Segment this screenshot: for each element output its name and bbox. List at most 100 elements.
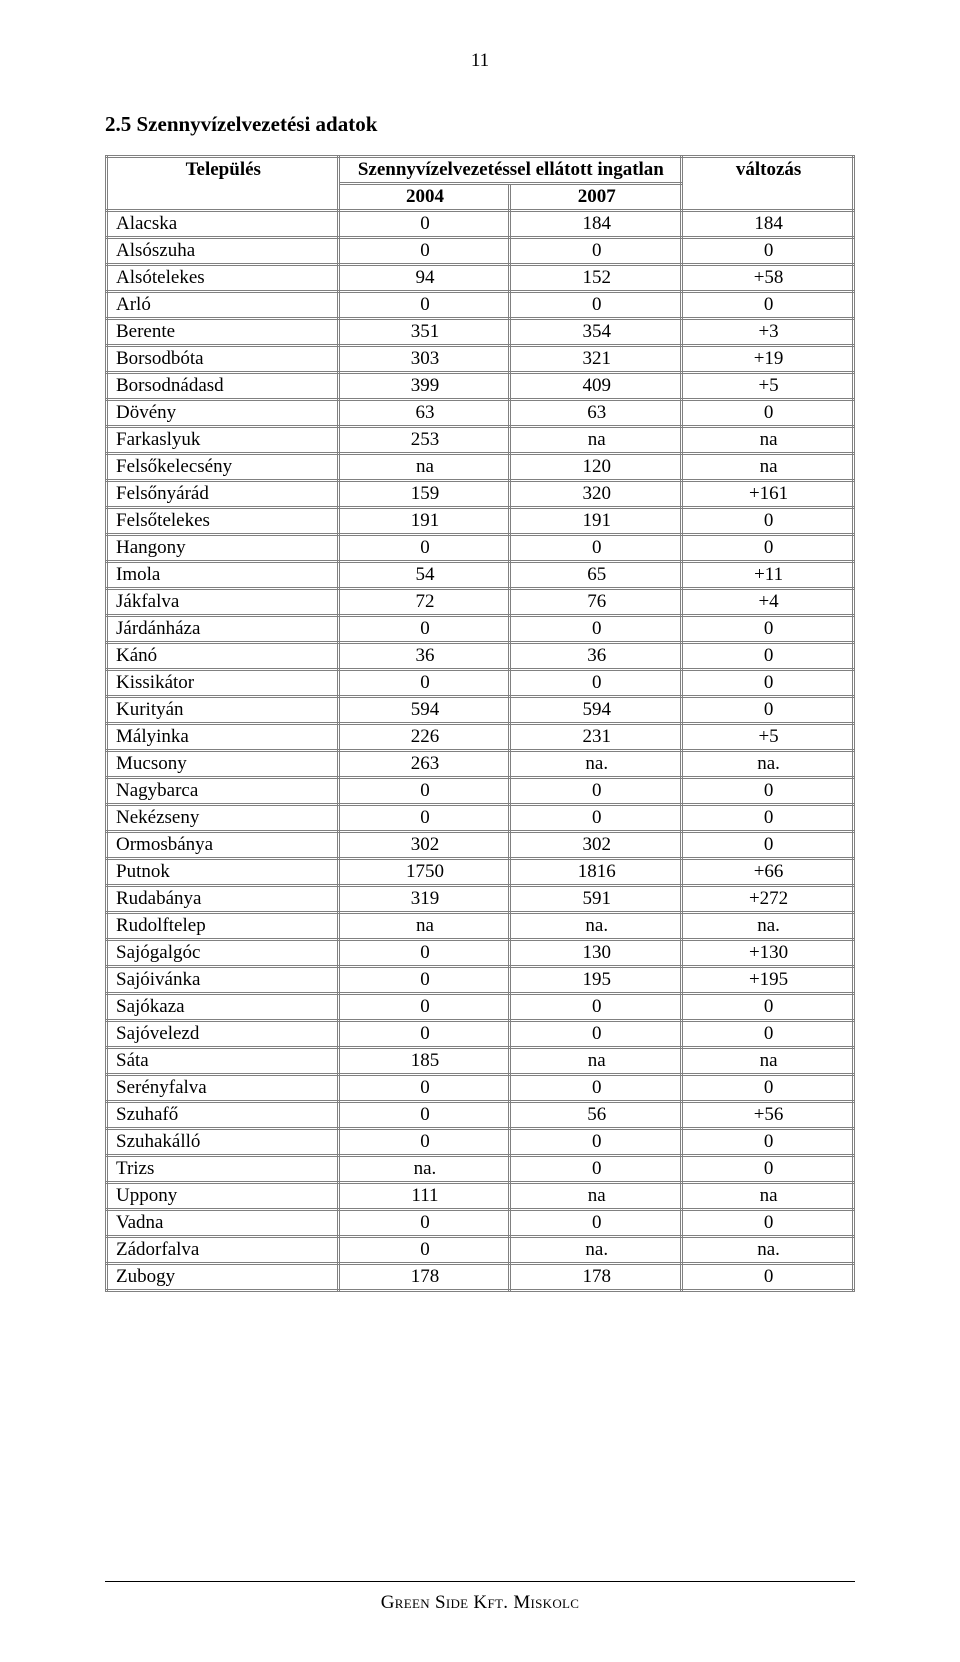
cell-c1: 72 <box>338 589 510 616</box>
cell-c1: 0 <box>338 211 510 238</box>
table-row: Rudabánya319591+272 <box>107 886 854 913</box>
cell-c2: 0 <box>510 1021 682 1048</box>
cell-c1: 0 <box>338 535 510 562</box>
cell-name: Felsőtelekes <box>107 508 339 535</box>
cell-c2: 191 <box>510 508 682 535</box>
cell-name: Sajókaza <box>107 994 339 1021</box>
cell-c1: 399 <box>338 373 510 400</box>
cell-c1: 0 <box>338 1210 510 1237</box>
section-title: 2.5 Szennyvízelvezetési adatok <box>105 112 855 137</box>
cell-c1: 185 <box>338 1048 510 1075</box>
cell-c3: +272 <box>682 886 854 913</box>
cell-name: Berente <box>107 319 339 346</box>
cell-c1: 351 <box>338 319 510 346</box>
cell-name: Sajógalgóc <box>107 940 339 967</box>
cell-c3: 0 <box>682 994 854 1021</box>
cell-name: Kánó <box>107 643 339 670</box>
cell-c3: 0 <box>682 778 854 805</box>
cell-c1: na. <box>338 1156 510 1183</box>
cell-c2: 1816 <box>510 859 682 886</box>
footer-text: Green Side Kft. Miskolc <box>0 1592 960 1614</box>
cell-c1: 0 <box>338 994 510 1021</box>
cell-c2: 178 <box>510 1264 682 1291</box>
cell-c2: 65 <box>510 562 682 589</box>
cell-c3: +11 <box>682 562 854 589</box>
table-row: Sajókaza000 <box>107 994 854 1021</box>
cell-name: Vadna <box>107 1210 339 1237</box>
cell-c3: +56 <box>682 1102 854 1129</box>
cell-c3: na <box>682 454 854 481</box>
cell-c1: 226 <box>338 724 510 751</box>
cell-c3: +4 <box>682 589 854 616</box>
cell-name: Serényfalva <box>107 1075 339 1102</box>
cell-c3: 184 <box>682 211 854 238</box>
cell-name: Felsőnyárád <box>107 481 339 508</box>
table-row: Putnok17501816+66 <box>107 859 854 886</box>
cell-c3: 0 <box>682 508 854 535</box>
cell-name: Imola <box>107 562 339 589</box>
cell-c2: 152 <box>510 265 682 292</box>
cell-name: Uppony <box>107 1183 339 1210</box>
cell-c3: 0 <box>682 616 854 643</box>
cell-c2: na. <box>510 1237 682 1264</box>
cell-name: Sajóvelezd <box>107 1021 339 1048</box>
table-row: Borsodbóta303321+19 <box>107 346 854 373</box>
cell-name: Alsótelekes <box>107 265 339 292</box>
cell-c3: 0 <box>682 643 854 670</box>
cell-c1: 253 <box>338 427 510 454</box>
cell-c1: 0 <box>338 1129 510 1156</box>
cell-name: Mályinka <box>107 724 339 751</box>
cell-c3: +58 <box>682 265 854 292</box>
cell-name: Alacska <box>107 211 339 238</box>
table-body: Alacska0184184Alsószuha000Alsótelekes941… <box>107 211 854 1291</box>
table-row: Szuhakálló000 <box>107 1129 854 1156</box>
table-row: Vadna000 <box>107 1210 854 1237</box>
cell-c1: 0 <box>338 805 510 832</box>
cell-name: Kissikátor <box>107 670 339 697</box>
cell-name: Jákfalva <box>107 589 339 616</box>
cell-name: Járdánháza <box>107 616 339 643</box>
cell-name: Felsőkelecsény <box>107 454 339 481</box>
cell-c3: na <box>682 1183 854 1210</box>
table-row: Mucsony263na.na. <box>107 751 854 778</box>
cell-c2: 0 <box>510 805 682 832</box>
table-row: Kurityán5945940 <box>107 697 854 724</box>
cell-c2: 0 <box>510 1075 682 1102</box>
table-row: Ormosbánya3023020 <box>107 832 854 859</box>
cell-c1: 0 <box>338 1021 510 1048</box>
table-row: Kánó36360 <box>107 643 854 670</box>
table-row: Nagybarca000 <box>107 778 854 805</box>
col-header-merged: Szennyvízelvezetéssel ellátott ingatlan <box>338 157 682 184</box>
cell-c1: 0 <box>338 940 510 967</box>
cell-c2: 36 <box>510 643 682 670</box>
col-header-2007: 2007 <box>510 184 682 211</box>
table-row: Imola5465+11 <box>107 562 854 589</box>
cell-name: Ormosbánya <box>107 832 339 859</box>
cell-c2: 594 <box>510 697 682 724</box>
table-row: Sajóvelezd000 <box>107 1021 854 1048</box>
cell-name: Sáta <box>107 1048 339 1075</box>
cell-c3: 0 <box>682 400 854 427</box>
table-row: Serényfalva000 <box>107 1075 854 1102</box>
cell-c3: na. <box>682 913 854 940</box>
cell-c3: 0 <box>682 292 854 319</box>
table-row: Jákfalva7276+4 <box>107 589 854 616</box>
cell-c3: 0 <box>682 805 854 832</box>
cell-c2: 130 <box>510 940 682 967</box>
cell-c3: +66 <box>682 859 854 886</box>
page-number: 11 <box>105 50 855 72</box>
col-header-valtozas: változás <box>682 157 854 211</box>
table-row: Hangony000 <box>107 535 854 562</box>
cell-name: Szuhafő <box>107 1102 339 1129</box>
table-row: Arló000 <box>107 292 854 319</box>
cell-name: Farkaslyuk <box>107 427 339 454</box>
cell-name: Trizs <box>107 1156 339 1183</box>
cell-c2: na. <box>510 751 682 778</box>
table-row: Sajóivánka0195+195 <box>107 967 854 994</box>
table-row: Zubogy1781780 <box>107 1264 854 1291</box>
table-row: Berente351354+3 <box>107 319 854 346</box>
cell-c1: 0 <box>338 1075 510 1102</box>
table-row: Járdánháza000 <box>107 616 854 643</box>
cell-c3: 0 <box>682 535 854 562</box>
cell-c3: 0 <box>682 1210 854 1237</box>
